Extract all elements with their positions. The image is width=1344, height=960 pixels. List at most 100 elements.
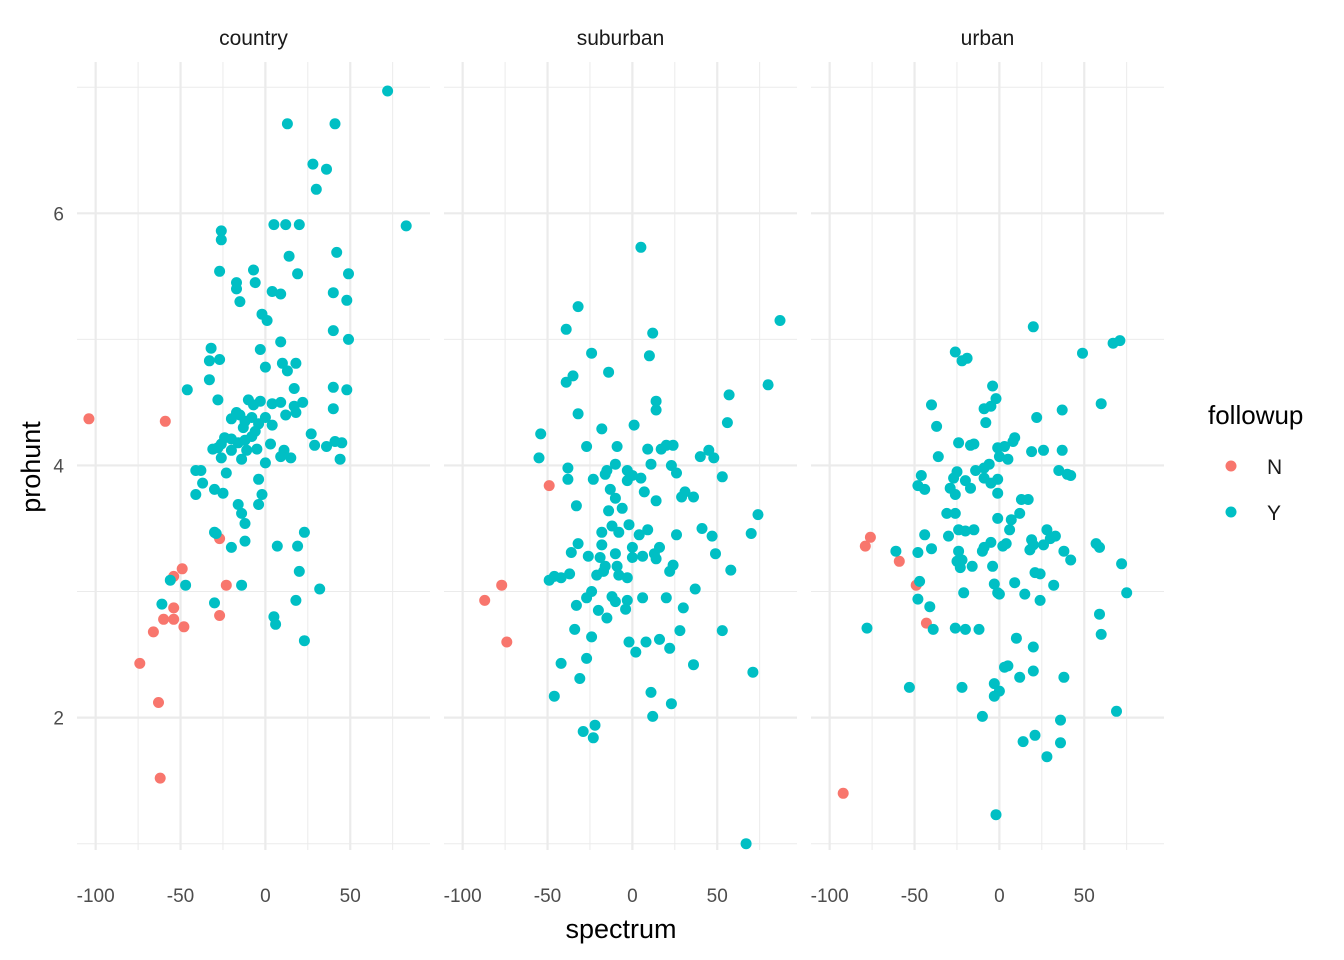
x-axis-ticks: -100 -50 0 50	[444, 886, 728, 907]
point-Y	[725, 564, 737, 576]
point-Y	[241, 444, 253, 456]
point-Y	[209, 483, 220, 495]
point-Y	[596, 423, 608, 435]
point-Y	[586, 631, 598, 643]
x-tick-label: 50	[707, 886, 728, 907]
point-Y	[599, 468, 611, 480]
point-Y	[953, 437, 965, 449]
point-Y	[327, 403, 339, 415]
point-N	[859, 540, 871, 552]
point-Y	[220, 467, 232, 479]
point-Y	[650, 404, 662, 416]
point-Y	[956, 681, 968, 693]
point-Y	[919, 529, 931, 541]
point-Y	[774, 315, 786, 326]
point-Y	[613, 569, 625, 581]
panel-country: country -100 -50 0 50	[77, 27, 430, 907]
point-Y	[609, 492, 621, 504]
point-N	[837, 787, 849, 799]
point-Y	[215, 452, 227, 464]
point-Y	[953, 545, 965, 557]
point-Y	[203, 355, 215, 367]
point-Y	[581, 652, 593, 664]
point-Y	[973, 623, 985, 635]
point-Y	[966, 560, 978, 572]
point-Y	[225, 541, 237, 553]
point-Y	[292, 268, 304, 280]
point-Y	[992, 487, 1004, 499]
point-Y	[400, 220, 412, 232]
point-Y	[932, 451, 944, 463]
point-Y	[650, 553, 662, 565]
point-Y	[630, 646, 642, 658]
point-Y	[231, 283, 242, 295]
point-Y	[1116, 558, 1128, 570]
facet-label: suburban	[577, 27, 665, 50]
point-Y	[598, 565, 609, 577]
point-Y	[239, 518, 251, 529]
point-Y	[283, 250, 295, 262]
point-Y	[293, 219, 305, 231]
point-Y	[259, 361, 271, 373]
point-Y	[613, 526, 625, 538]
point-Y	[1049, 530, 1061, 542]
point-Y	[285, 452, 297, 464]
x-tick-label: 0	[627, 886, 638, 907]
point-Y	[987, 560, 999, 572]
point-Y	[988, 690, 1000, 702]
x-axis-title: spectrum	[565, 914, 676, 944]
point-Y	[570, 599, 582, 611]
point-Y	[985, 477, 997, 489]
point-Y	[275, 451, 287, 463]
point-Y	[965, 482, 976, 494]
point-N	[168, 602, 180, 614]
point-Y	[626, 552, 638, 563]
point-Y	[382, 85, 394, 97]
point-Y	[1095, 628, 1107, 640]
point-Y	[716, 471, 728, 483]
point-Y	[236, 579, 248, 591]
point-Y	[548, 690, 560, 702]
point-Y	[292, 540, 304, 552]
point-Y	[555, 657, 567, 669]
point-N	[159, 415, 171, 427]
point-Y	[314, 583, 326, 595]
point-Y	[236, 453, 248, 465]
point-Y	[190, 489, 202, 500]
point-Y	[1017, 736, 1029, 748]
point-Y	[603, 505, 615, 517]
point-Y	[280, 219, 292, 231]
point-Y	[993, 588, 1005, 600]
point-Y	[265, 438, 276, 450]
point-Y	[1111, 705, 1122, 717]
point-Y	[181, 384, 193, 396]
point-Y	[1038, 539, 1049, 551]
point-Y	[565, 547, 577, 558]
point-N	[496, 579, 508, 591]
point-Y	[637, 550, 649, 562]
x-tick-label: 50	[1074, 886, 1095, 907]
point-Y	[290, 407, 302, 418]
point-Y	[654, 633, 665, 645]
point-Y	[1005, 514, 1017, 526]
x-tick-label: 0	[260, 886, 271, 907]
point-Y	[1055, 714, 1066, 726]
point-N	[178, 621, 190, 633]
point-Y	[562, 462, 574, 474]
point-Y	[288, 383, 300, 394]
point-Y	[740, 838, 752, 850]
point-Y	[696, 523, 708, 534]
point-Y	[215, 234, 227, 246]
point-Y	[999, 441, 1010, 452]
point-Y	[626, 541, 638, 553]
point-Y	[985, 536, 997, 548]
point-Y	[1114, 335, 1126, 347]
point-Y	[266, 398, 278, 410]
point-Y	[234, 296, 246, 308]
point-N	[893, 555, 905, 567]
point-Y	[254, 395, 266, 407]
point-Y	[647, 710, 659, 722]
facet-label: urban	[961, 27, 1015, 50]
y-axis: 2 4 6	[53, 204, 64, 729]
point-Y	[249, 277, 261, 289]
